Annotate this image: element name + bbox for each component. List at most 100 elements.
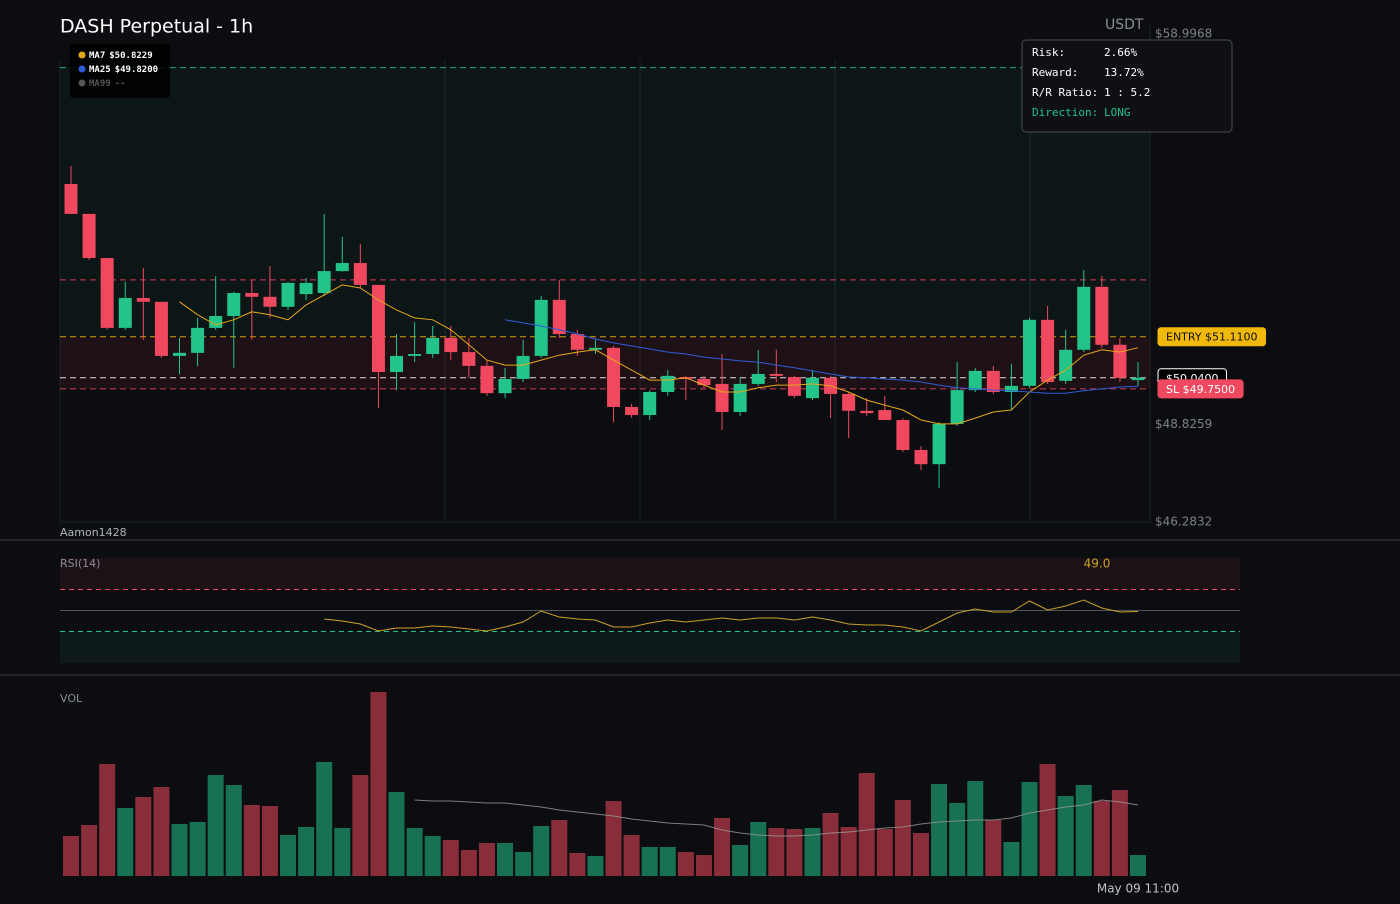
legend-entry: MA25 $49.8200: [89, 65, 158, 75]
candle-body: [444, 337, 458, 353]
reward-zone: [60, 67, 1150, 337]
candle-body: [751, 373, 765, 384]
candle-body: [191, 327, 205, 353]
zones: [60, 67, 1240, 663]
legend-value: $49.8200: [115, 65, 158, 75]
vertical-grid: [59, 26, 1151, 523]
stat-value: 13.72%: [1104, 66, 1144, 79]
candle-body: [552, 299, 566, 335]
candle-body: [173, 352, 187, 356]
candle-body: [1113, 344, 1127, 378]
price-level-label: ENTRY $51.1100: [1166, 331, 1258, 344]
candle-body: [64, 183, 78, 214]
candle-body: [498, 378, 512, 394]
volume-ma-line: [414, 799, 1139, 837]
volume-bar: [280, 835, 297, 876]
volume-bar: [63, 836, 79, 876]
volume-bar: [1003, 842, 1020, 876]
volume-bar: [677, 852, 694, 876]
volume-bar: [732, 845, 749, 876]
candle-body: [588, 347, 602, 350]
legend-entry: MA7 $50.8229: [89, 51, 153, 61]
volume-bar: [1057, 796, 1074, 876]
candle-body: [154, 301, 168, 356]
candle-body: [769, 373, 783, 376]
candle-body: [1131, 377, 1145, 381]
y-tick-label: $48.8259: [1155, 417, 1212, 431]
volume-bar: [533, 826, 550, 876]
candle-body: [1059, 349, 1073, 381]
volume-bar: [641, 847, 658, 876]
legend-entry: MA99 --: [89, 79, 126, 89]
candle-body: [209, 316, 223, 328]
candle-body: [118, 297, 132, 328]
candle-body: [1095, 286, 1109, 345]
x-tick-label: May 09 11:00: [1097, 882, 1179, 896]
rsi-title: RSI(14): [60, 557, 100, 570]
price-level-tag: [1157, 379, 1244, 399]
candle-body: [968, 370, 982, 391]
volume-bar: [623, 835, 640, 876]
candle-body: [335, 263, 349, 272]
plot: $58.9968 $48.8259 $46.2832 ENTRY $51.1100 $5…: [60, 27, 1267, 896]
candle-body: [1022, 319, 1036, 386]
volume-bar: [1039, 764, 1056, 876]
volume-bar: [298, 827, 315, 876]
candle-body: [643, 392, 657, 416]
legend-swatch: [78, 79, 86, 87]
legend-name: MA7: [89, 51, 105, 61]
volume-bar: [1075, 785, 1092, 876]
candle-body: [136, 297, 150, 302]
volume-bar: [1093, 801, 1110, 876]
stat-value: 1 : 5.2: [1104, 86, 1150, 99]
volume-bar: [460, 850, 477, 876]
volume-bar: [967, 781, 984, 876]
volume-bar: [261, 806, 278, 876]
candle-body: [733, 383, 747, 412]
rsi-line: [324, 599, 1139, 632]
volume-bar: [894, 800, 911, 876]
volume-bar: [424, 836, 441, 876]
legend-value: --: [115, 79, 126, 89]
risk-zone: [60, 336, 1150, 389]
volume-bar: [822, 813, 839, 876]
stat-value: 2.66%: [1104, 46, 1137, 59]
candle-body: [317, 271, 331, 293]
candle-body: [1077, 286, 1091, 350]
volume-bar: [316, 762, 333, 876]
candle-body: [299, 282, 313, 295]
volume-bar: [931, 784, 948, 876]
candle-body: [480, 365, 494, 394]
volume-bar: [949, 803, 966, 876]
volume-bar: [497, 843, 514, 876]
volume-bar: [334, 828, 351, 876]
candle-body: [986, 370, 1000, 393]
volume-bar: [153, 787, 170, 876]
candle-body: [661, 375, 675, 393]
volume-bar: [189, 822, 206, 876]
y-tick-label: $58.9968: [1155, 27, 1212, 41]
candle-body: [353, 263, 367, 285]
overbought-zone: [60, 558, 1240, 590]
volume-bar: [840, 827, 857, 876]
watermark: Aamon1428: [60, 526, 127, 539]
legend-swatch: [78, 51, 86, 59]
candle-body: [878, 410, 892, 421]
volume-bar: [786, 829, 803, 876]
candle-body: [281, 282, 295, 307]
volume-bar: [99, 764, 116, 876]
risk-tooltip: [1021, 39, 1233, 133]
moving-average-line: [179, 284, 1139, 425]
volume-bar: [768, 828, 785, 876]
candle-body: [625, 406, 639, 416]
rsi-value-label: 49.0: [1084, 557, 1111, 571]
volume-bar: [117, 808, 134, 876]
volume-bar: [135, 797, 152, 876]
volume-bar: [352, 775, 369, 876]
candle-body: [570, 334, 584, 350]
candle-body: [462, 352, 476, 366]
candle-body: [697, 378, 711, 386]
stat-label: R/R Ratio:: [1032, 86, 1098, 99]
stat-label: Risk:: [1032, 46, 1065, 59]
candle-body: [842, 393, 856, 411]
